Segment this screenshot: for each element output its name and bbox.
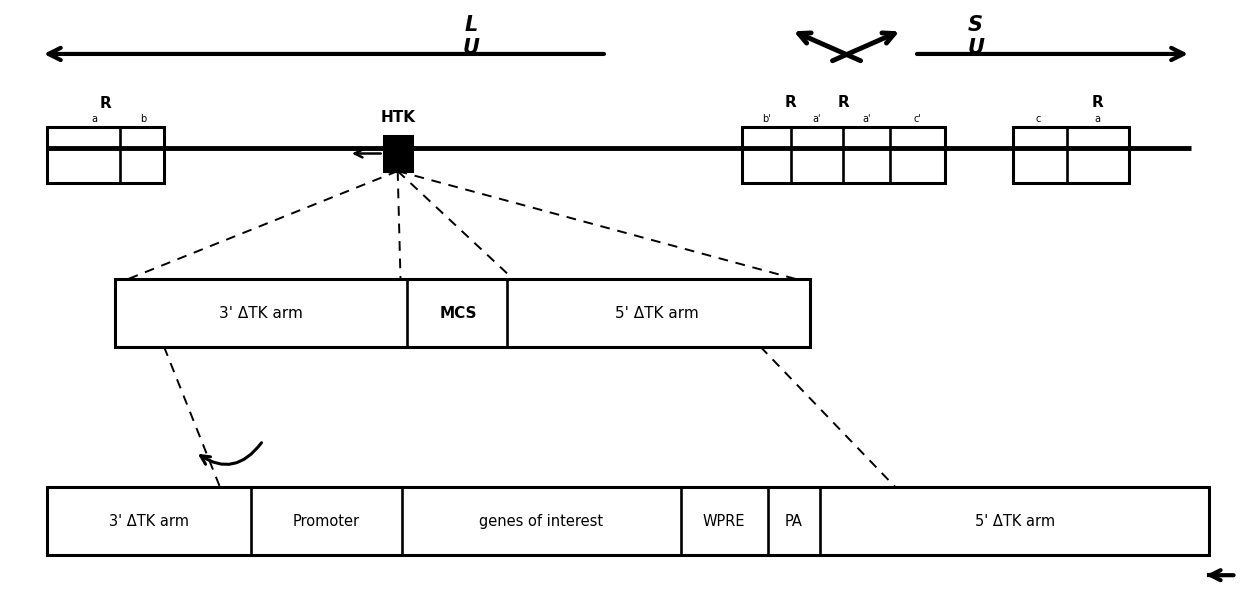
Bar — [383, 136, 412, 171]
Text: 3' ΔTK arm: 3' ΔTK arm — [218, 305, 303, 321]
Text: 5' ΔTK arm: 5' ΔTK arm — [975, 514, 1055, 529]
Text: U: U — [463, 38, 480, 58]
Text: R: R — [785, 94, 796, 109]
Bar — [115, 279, 810, 347]
Bar — [742, 127, 945, 183]
Text: a: a — [91, 114, 97, 124]
Text: R: R — [99, 96, 112, 110]
Bar — [47, 127, 164, 183]
Text: Promoter: Promoter — [293, 514, 360, 529]
Text: WPRE: WPRE — [703, 514, 745, 529]
Text: L: L — [465, 15, 479, 34]
Text: 3' ΔTK arm: 3' ΔTK arm — [109, 514, 188, 529]
Text: HTK: HTK — [381, 110, 415, 125]
Text: c': c' — [914, 114, 921, 124]
Text: a: a — [1095, 114, 1101, 124]
Text: S: S — [968, 15, 983, 34]
Text: a': a' — [813, 114, 821, 124]
Text: a': a' — [863, 114, 870, 124]
Text: R: R — [1092, 94, 1104, 109]
Text: U: U — [967, 38, 985, 58]
Text: c: c — [1035, 114, 1040, 124]
Text: MCS: MCS — [440, 305, 477, 321]
Text: PA: PA — [785, 514, 802, 529]
Text: genes of interest: genes of interest — [479, 514, 603, 529]
Text: b: b — [140, 114, 146, 124]
Bar — [47, 487, 1209, 555]
Text: b': b' — [763, 114, 771, 124]
Text: R: R — [837, 94, 849, 109]
Text: 5' ΔTK arm: 5' ΔTK arm — [615, 305, 698, 321]
Bar — [1013, 127, 1130, 183]
